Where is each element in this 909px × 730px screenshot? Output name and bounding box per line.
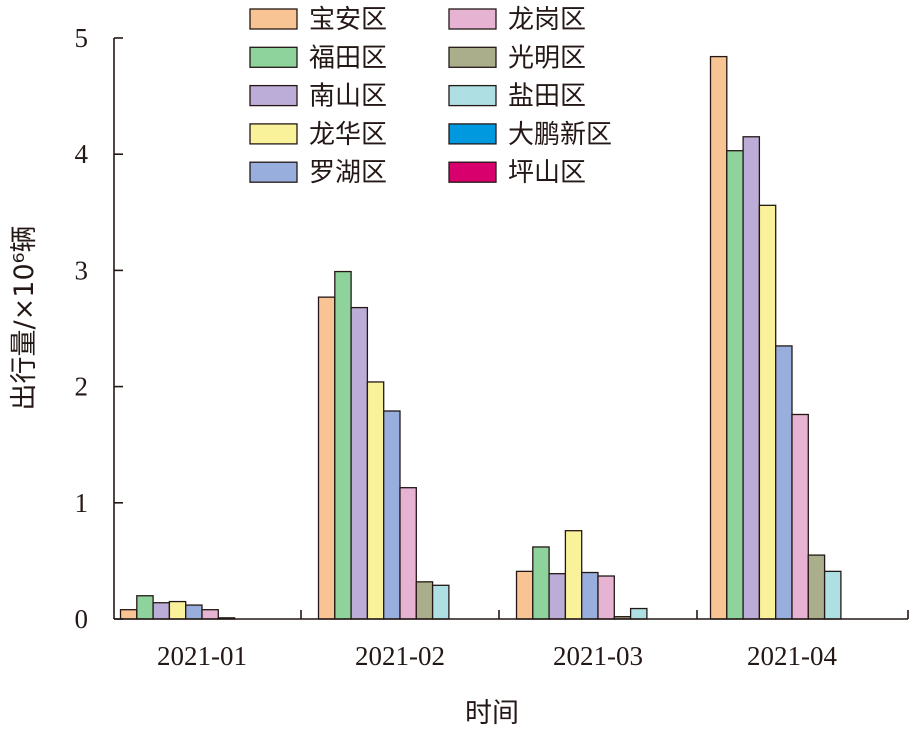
legend-swatch (249, 123, 298, 145)
bar-2021-04-2 (742, 136, 761, 620)
y-tick-label: 0 (75, 604, 89, 634)
bar-2021-04-5 (791, 413, 809, 620)
bars-layer (119, 55, 842, 620)
x-tick-label: 2021-02 (355, 641, 445, 671)
legend-swatch (249, 46, 298, 68)
y-tick-label: 3 (75, 255, 89, 285)
bar-2021-01-5 (201, 609, 219, 620)
legend-label: 龙岗区 (508, 5, 586, 35)
legend-label: 盐田区 (508, 82, 586, 112)
bar-2021-03-3 (564, 530, 583, 620)
bar-2021-03-4 (581, 571, 599, 620)
legend-swatch (448, 8, 497, 30)
y-tick-label: 5 (75, 23, 89, 53)
bar-2021-01-4 (185, 604, 203, 620)
x-tick-label: 2021-03 (553, 641, 643, 671)
bar-2021-02-2 (350, 306, 369, 620)
bar-2021-01-2 (152, 602, 171, 620)
bar-2021-02-3 (366, 381, 385, 620)
legend-swatch (249, 84, 298, 107)
legend-label: 龙华区 (309, 120, 387, 150)
legend-label: 宝安区 (309, 5, 387, 35)
bar-2021-02-4 (383, 410, 401, 620)
bar-2021-04-0 (709, 55, 728, 620)
bar-2021-04-6 (807, 554, 826, 620)
y-tick-label: 4 (75, 139, 89, 169)
bar-2021-02-5 (399, 487, 417, 620)
legend-label: 福田区 (309, 43, 387, 73)
y-tick-label: 1 (75, 488, 89, 518)
x-axis-title: 时间 (465, 698, 519, 729)
legend-label: 大鹏新区 (508, 120, 612, 150)
bar-2021-04-3 (758, 204, 777, 620)
bar-2021-02-7 (431, 584, 450, 620)
bar-2021-04-1 (726, 150, 744, 620)
x-tick-label: 2021-04 (747, 641, 837, 671)
bar-2021-01-0 (119, 609, 138, 620)
legend-label: 光明区 (508, 43, 586, 73)
bar-2021-03-5 (597, 575, 615, 620)
bar-2021-02-1 (334, 270, 352, 620)
legend-label: 南山区 (309, 82, 387, 112)
bar-2021-03-0 (515, 570, 534, 620)
bar-2021-01-3 (168, 600, 187, 620)
bar-2021-04-7 (823, 570, 842, 620)
bar-2021-03-7 (629, 607, 648, 620)
y-axis-title: 出行量/×10⁶辆 (9, 226, 40, 411)
axes-layer (113, 38, 908, 620)
legend-label: 罗湖区 (309, 158, 387, 188)
x-tick-label: 2021-01 (157, 641, 247, 671)
x-ticks-layer: 2021-01 2021-02 2021-03 2021-04 (157, 610, 909, 671)
bar-2021-04-4 (775, 345, 793, 620)
bar-2021-03-2 (548, 573, 567, 620)
legend-swatch (249, 161, 298, 183)
bar-2021-02-0 (317, 296, 336, 620)
legend-swatch (448, 123, 497, 145)
bar-2021-02-6 (415, 581, 434, 620)
legend-swatch (249, 8, 298, 30)
y-ticks-layer: 0 1 2 3 4 5 (75, 23, 123, 634)
legend-swatch (448, 84, 497, 107)
y-tick-label: 2 (75, 372, 89, 402)
bar-2021-01-1 (136, 595, 154, 620)
legend-label: 坪山区 (508, 158, 586, 188)
bar-2021-03-1 (532, 546, 550, 620)
legend-swatch (448, 46, 497, 68)
legend-swatch (448, 161, 497, 183)
